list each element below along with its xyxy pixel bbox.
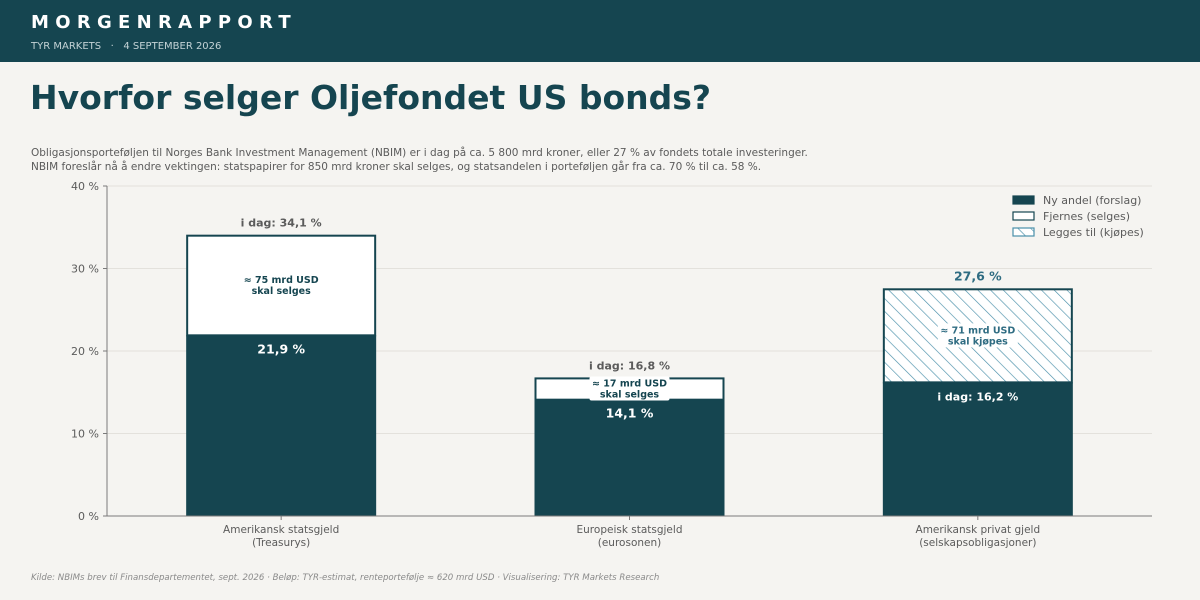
legend-label: Legges til (kjøpes)	[1043, 226, 1144, 239]
bar-base-label: 21,9 %	[257, 341, 305, 356]
intro-line-2: NBIM foreslår nå å endre vektingen: stat…	[31, 161, 762, 173]
source-note: Kilde: NBIMs brev til Finansdepartemente…	[31, 573, 660, 583]
y-tick-label: 10 %	[71, 428, 99, 441]
bar-top-label: 27,6 %	[954, 268, 1002, 283]
y-tick-label: 0 %	[78, 510, 99, 523]
delta-label-line-1: ≈ 17 mrd USD	[592, 379, 667, 390]
delta-label-line-1: ≈ 71 mrd USD	[940, 325, 1015, 336]
bar-base	[534, 399, 725, 516]
header-bar: MORGENRAPPORT TYR MARKETS · 4 SEPTEMBER …	[0, 0, 1200, 62]
legend-swatch	[1012, 195, 1035, 205]
bar-base-label: 14,1 %	[606, 406, 654, 421]
y-tick-label: 30 %	[71, 263, 99, 276]
page-title: Hvorfor selger Oljefondet US bonds?	[30, 78, 712, 117]
x-tick-label: Amerikansk privat gjeld	[916, 524, 1041, 536]
header-subline: TYR MARKETS · 4 SEPTEMBER 2026	[31, 41, 222, 52]
x-tick-label: Europeisk statsgjeld	[577, 524, 683, 536]
legend-label: Fjernes (selges)	[1043, 210, 1130, 223]
y-tick-label: 20 %	[71, 345, 99, 358]
x-tick-label: Amerikansk statsgjeld	[223, 524, 339, 536]
bar-top-label: i dag: 34,1 %	[241, 217, 322, 230]
x-tick-label-sub: (Treasurys)	[252, 537, 310, 549]
bar-base	[882, 382, 1073, 516]
x-tick-label-sub: (selskapsobligasjoner)	[919, 537, 1036, 549]
delta-label-box	[241, 273, 322, 297]
bar-base-label: i dag: 16,2 %	[937, 390, 1018, 403]
chart-axes: 0 % 10 % 20 % 30 % 40 % Amerikansk statsgjeld…	[71, 180, 1152, 549]
delta-label-line-2: skal kjøpes	[948, 336, 1008, 347]
bar-top-label: i dag: 16,8 %	[589, 359, 670, 372]
chart-legend: Ny andel (forslag) Fjernes (selges) Legges…	[1012, 194, 1144, 239]
x-tick-label-sub: (eurosonen)	[598, 537, 661, 549]
delta-label-line-1: ≈ 75 mrd USD	[244, 275, 319, 286]
intro-text: Obligasjonsporteføljen til Norges Bank I…	[31, 146, 808, 174]
legend-swatch	[1012, 227, 1035, 237]
bar-base	[186, 335, 377, 516]
delta-label-line-2: skal selges	[600, 390, 660, 401]
delta-label-line-2: skal selges	[252, 286, 312, 297]
brand-title: MORGENRAPPORT	[31, 12, 297, 33]
intro-line-1: Obligasjonsporteføljen til Norges Bank I…	[31, 147, 808, 159]
delta-label-box	[937, 323, 1018, 348]
legend-swatch	[1012, 211, 1035, 221]
y-tick-label: 40 %	[71, 180, 99, 193]
delta-label-box	[589, 376, 670, 401]
legend-label: Ny andel (forslag)	[1043, 194, 1141, 207]
